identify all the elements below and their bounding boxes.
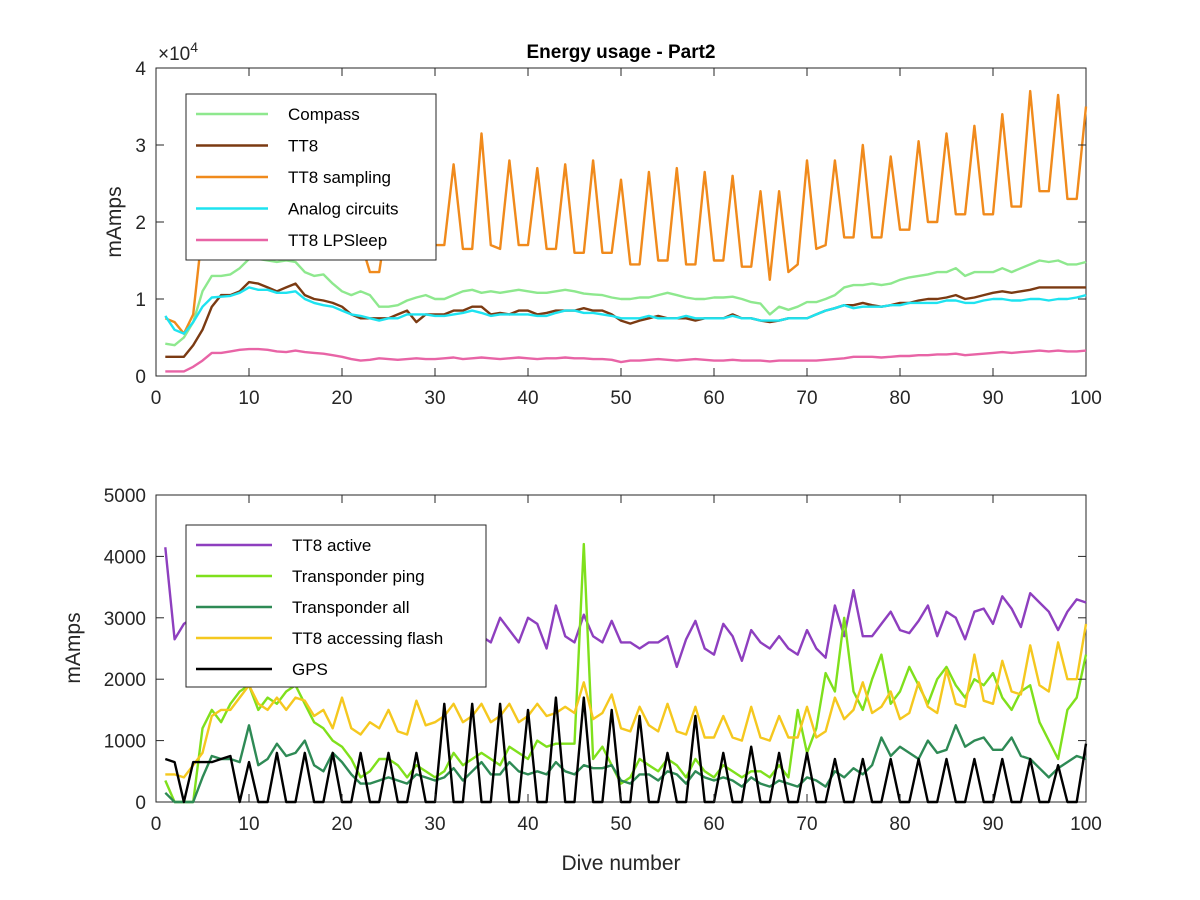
y-tick-label: 0 (135, 367, 146, 388)
series-line-tt8-accessing-flash (165, 623, 1088, 779)
x-tick-label: 70 (796, 814, 817, 835)
y-axis-label-bottom: mAmps (62, 612, 85, 683)
y-tick-label: 2000 (104, 670, 146, 691)
y-exponent-label: ×104 (158, 39, 198, 65)
legend-entry-tt8-active: TT8 active (292, 536, 371, 555)
y-tick-label: 4 (135, 59, 146, 80)
x-tick-label: 20 (331, 388, 352, 409)
legend-entry-tt8-lpsleep: TT8 LPSleep (288, 231, 387, 250)
y-tick-label: 3 (135, 136, 146, 157)
legend-entry-gps: GPS (292, 660, 328, 679)
chart-energy-usage-part2: Energy usage - Part2 mAmps ×104 0 10 20 30 4… (103, 39, 1102, 409)
x-tick-label: 100 (1070, 388, 1102, 409)
x-tick-label: 10 (238, 814, 259, 835)
series-line-tt8 (165, 280, 1086, 358)
series-line-gps (164, 696, 1088, 804)
x-tick-label: 80 (889, 388, 910, 409)
series-line-analog-circuits (164, 286, 1087, 335)
y-tick-label: 1 (135, 290, 146, 311)
y-tick-label: 5000 (104, 486, 146, 507)
x-tick-label: 40 (517, 814, 538, 835)
x-tick-label: 30 (424, 388, 445, 409)
legend-entry-tt8-sampling: TT8 sampling (288, 168, 391, 187)
legend-entry-transponder-all: Transponder all (292, 598, 410, 617)
legend-bottom: TT8 active Transponder ping Transponder al… (185, 524, 487, 688)
chart-dive-currents: mAmps Dive number 0 10 20 30 40 50 60 70 80 90 100… (62, 486, 1102, 875)
series-line-transponder-all (164, 724, 1087, 804)
x-tick-label: 30 (424, 814, 445, 835)
y-axis-label: mAmps (103, 186, 126, 257)
y-tick-label: 2 (135, 213, 146, 234)
x-tick-label: 10 (238, 388, 259, 409)
chart-title: Energy usage - Part2 (526, 42, 715, 63)
x-tick-label: 90 (982, 814, 1003, 835)
y-tick-label: 0 (135, 793, 146, 814)
series-line-compass (165, 257, 1087, 347)
x-tick-label: 0 (151, 814, 162, 835)
y-tick-label: 1000 (104, 732, 146, 753)
x-tick-label: 90 (982, 388, 1003, 409)
legend-entry-transponder-ping: Transponder ping (292, 567, 425, 586)
x-tick-label: 60 (703, 388, 724, 409)
x-axis-label: Dive number (561, 852, 680, 875)
x-tick-label: 50 (610, 814, 631, 835)
x-tick-label: 100 (1070, 814, 1102, 835)
x-tick-label: 20 (331, 814, 352, 835)
x-tick-label: 70 (796, 388, 817, 409)
legend-entry-tt8: TT8 (288, 137, 318, 156)
x-tick-label: 0 (151, 388, 162, 409)
x-tick-label: 80 (889, 814, 910, 835)
y-tick-label: 3000 (104, 609, 146, 630)
legend-entry-compass: Compass (288, 105, 360, 124)
ticks-layer-top: 0 10 20 30 40 50 60 70 80 90 100 0 1 2 3 4 (135, 59, 1101, 409)
legend-entry-tt8-accessing-flash: TT8 accessing flash (292, 629, 443, 648)
series-line-transponder-ping (164, 542, 1088, 804)
series-line-tt8-lpsleep (165, 347, 1087, 373)
legend-box (185, 524, 487, 688)
y-tick-label: 4000 (104, 547, 146, 568)
ticks-layer-bottom: 0 10 20 30 40 50 60 70 80 90 100010002000300040005… (104, 486, 1102, 835)
legend-entry-analog-circuits: Analog circuits (288, 200, 399, 219)
x-tick-label: 60 (703, 814, 724, 835)
x-tick-label: 40 (517, 388, 538, 409)
legend-top: Compass TT8 TT8 sampling Analog circuits TT8… (185, 93, 437, 261)
x-tick-label: 50 (610, 388, 631, 409)
